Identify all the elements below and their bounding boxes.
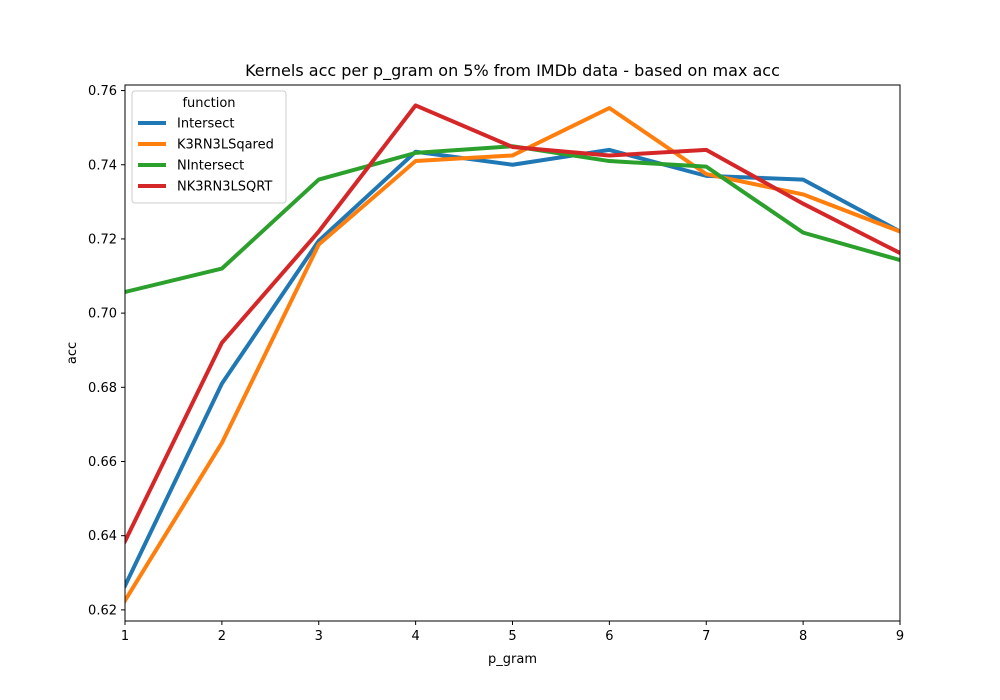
x-tick-label: 8	[799, 629, 807, 644]
y-tick-label: 0.72	[88, 232, 117, 247]
x-tick-label: 1	[121, 629, 129, 644]
y-tick-label: 0.76	[88, 84, 117, 99]
legend-label: K3RN3LSqared	[177, 138, 274, 153]
y-axis: 0.62 0.64 0.66 0.68 0.70 0.72 0.74 0.76	[88, 84, 125, 618]
y-axis-label: acc	[65, 342, 80, 364]
y-tick-label: 0.74	[88, 158, 117, 173]
legend: function Intersect K3RN3LSqared NIntersect…	[131, 90, 287, 204]
x-tick-label: 3	[315, 629, 323, 644]
x-tick-label: 2	[218, 629, 226, 644]
legend-title: function	[182, 96, 235, 111]
y-tick-label: 0.62	[88, 603, 117, 618]
series-line-nk3rn3lsqrt	[125, 103, 900, 544]
legend-label: NK3RN3LSQRT	[177, 180, 272, 195]
plot-area	[125, 103, 900, 604]
chart-title: Kernels acc per p_gram on 5% from IMDb d…	[245, 61, 780, 81]
legend-label: NIntersect	[177, 159, 244, 174]
y-tick-label: 0.66	[88, 455, 117, 470]
y-tick-label: 0.64	[88, 529, 117, 544]
x-tick-label: 4	[411, 629, 419, 644]
x-tick-label: 5	[508, 629, 516, 644]
series-line-intersect	[125, 147, 900, 589]
x-axis-label: p_gram	[488, 652, 537, 667]
x-tick-label: 9	[896, 629, 904, 644]
y-tick-label: 0.68	[88, 381, 117, 396]
legend-box	[131, 90, 287, 204]
legend-label: Intersect	[177, 117, 235, 132]
y-tick-label: 0.70	[88, 307, 117, 322]
x-tick-label: 7	[702, 629, 710, 644]
x-tick-label: 6	[605, 629, 613, 644]
x-axis: 1 2 3 4 5 6 7 8 9	[121, 621, 904, 644]
